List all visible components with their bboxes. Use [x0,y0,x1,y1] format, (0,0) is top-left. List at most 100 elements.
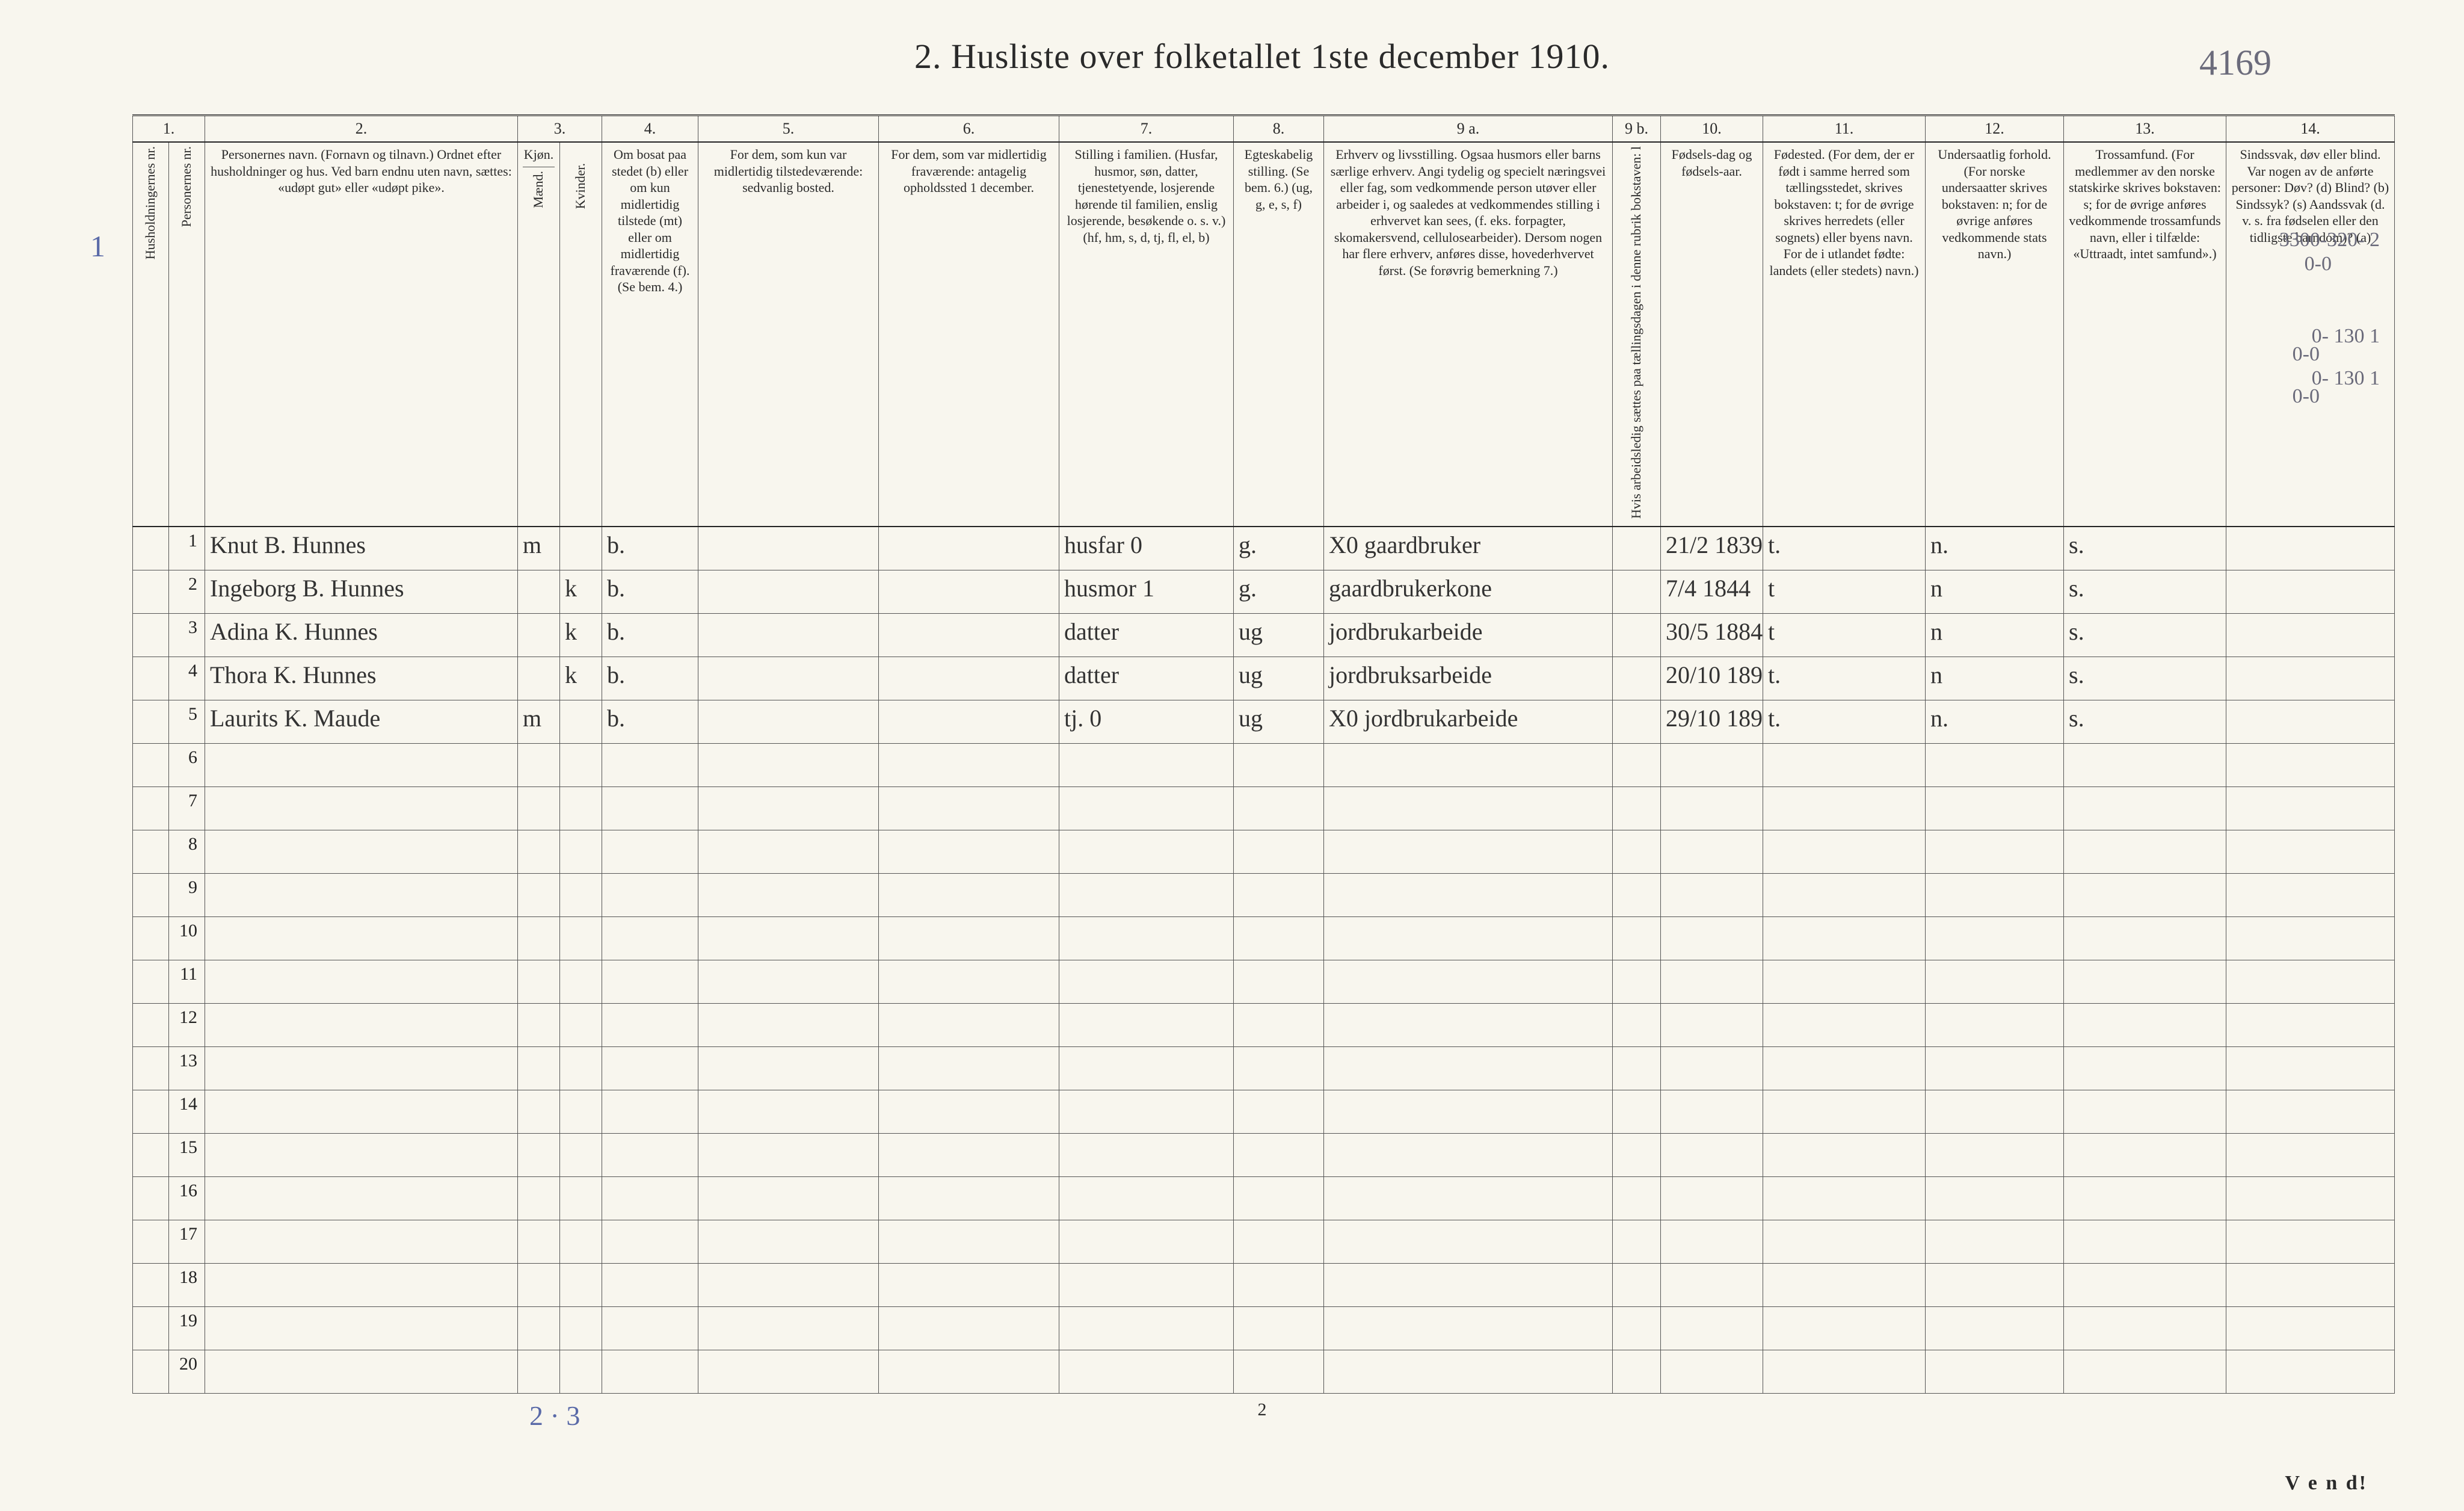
cell-bosat [602,1263,698,1306]
cell-stilling [1059,1350,1234,1393]
head-arbledig: Hvis arbeidsledig sættes paa tællingsdag… [1613,142,1661,527]
cell-no: 19 [169,1306,205,1350]
cell-c6 [879,657,1059,700]
head-erhverv: Erhverv og livsstilling. Ogsaa husmors e… [1324,142,1613,527]
cell-fdato [1661,873,1763,916]
cell-erhverv: gaardbrukerkone [1324,570,1613,613]
cell-m [518,1003,560,1046]
cell-und [1926,1046,2064,1090]
cell-k [560,1176,602,1220]
cell-bosat [602,916,698,960]
cell-fsted [1763,960,1926,1003]
cell-name [205,960,518,1003]
cell-no: 1 [169,527,205,570]
cell-fdato: 29/10 1898 [1661,700,1763,743]
column-heading-row: Husholdningernes nr. Personernes nr. Per… [133,142,2395,527]
cell-k [560,1220,602,1263]
cell-no: 6 [169,743,205,786]
cell-m [518,1220,560,1263]
cell-bosat [602,873,698,916]
cell-c5 [698,960,879,1003]
column-number-row: 1. 2. 3. 4. 5. 6. 7. 8. 9 a. 9 b. 10. 11… [133,116,2395,143]
cell-hh [133,1263,169,1306]
cell-tros [2064,830,2226,873]
cell-name: Laurits K. Maude [205,700,518,743]
cell-k [560,527,602,570]
cell-fdato [1661,1090,1763,1133]
colnum-9b: 9 b. [1613,116,1661,143]
cell-k: k [560,613,602,657]
cell-erhverv [1324,786,1613,830]
cell-c9b [1613,1306,1661,1350]
cell-bosat [602,1133,698,1176]
cell-tros [2064,960,2226,1003]
head-sex-k: Kvinder. [560,142,602,527]
cell-fsted [1763,1220,1926,1263]
cell-hh [133,1176,169,1220]
cell-k [560,1090,602,1133]
cell-c9b [1613,786,1661,830]
cell-stilling [1059,1220,1234,1263]
cell-egt [1234,1090,1324,1133]
cell-egt [1234,743,1324,786]
cell-c5 [698,1350,879,1393]
cell-erhverv: X0 gaardbruker [1324,527,1613,570]
cell-m: m [518,527,560,570]
cell-tros [2064,916,2226,960]
cell-hh [133,527,169,570]
cell-c14 [2226,1133,2395,1176]
cell-c6 [879,960,1059,1003]
cell-name [205,1003,518,1046]
cell-stilling: husmor 1 [1059,570,1234,613]
cell-hh [133,1306,169,1350]
cell-bosat [602,786,698,830]
cell-c6 [879,830,1059,873]
cell-name [205,1176,518,1220]
cell-fdato: 7/4 1844 [1661,570,1763,613]
cell-erhverv: jordbruksarbeide [1324,657,1613,700]
cell-hh [133,1003,169,1046]
cell-c5 [698,1090,879,1133]
cell-no: 4 [169,657,205,700]
cell-egt [1234,1350,1324,1393]
cell-no: 14 [169,1090,205,1133]
cell-und [1926,786,2064,830]
cell-c6 [879,570,1059,613]
cell-stilling [1059,1306,1234,1350]
cell-c9b [1613,1263,1661,1306]
cell-c14 [2226,1350,2395,1393]
table-head: 1. 2. 3. 4. 5. 6. 7. 8. 9 a. 9 b. 10. 11… [133,116,2395,527]
cell-no: 7 [169,786,205,830]
table-row: 20 [133,1350,2395,1393]
cell-bosat: b. [602,527,698,570]
cell-fsted [1763,1263,1926,1306]
cell-c5 [698,743,879,786]
cell-egt: ug [1234,657,1324,700]
cell-c6 [879,1220,1059,1263]
cell-bosat [602,1176,698,1220]
cell-m [518,1350,560,1393]
cell-fsted [1763,743,1926,786]
cell-erhverv [1324,1133,1613,1176]
cell-bosat [602,1046,698,1090]
cell-fdato [1661,830,1763,873]
cell-fdato: 21/2 1839 [1661,527,1763,570]
head-midl-frav: For dem, som var midlertidig fraværende:… [879,142,1059,527]
table-row: 1Knut B. Hunnesmb.husfar 0g.X0 gaardbruk… [133,527,2395,570]
cell-c9b [1613,1176,1661,1220]
cell-tros [2064,1046,2226,1090]
cell-k [560,1263,602,1306]
cell-egt [1234,1306,1324,1350]
cell-no: 3 [169,613,205,657]
cell-m [518,960,560,1003]
cell-c5 [698,613,879,657]
cell-tros [2064,1306,2226,1350]
cell-c14 [2226,960,2395,1003]
table-body: 1Knut B. Hunnesmb.husfar 0g.X0 gaardbruk… [133,527,2395,1393]
cell-c5 [698,830,879,873]
cell-tros: s. [2064,657,2226,700]
cell-tros [2064,1176,2226,1220]
cell-und [1926,1003,2064,1046]
head-fsted: Fødested. (For dem, der er født i samme … [1763,142,1926,527]
cell-c5 [698,916,879,960]
